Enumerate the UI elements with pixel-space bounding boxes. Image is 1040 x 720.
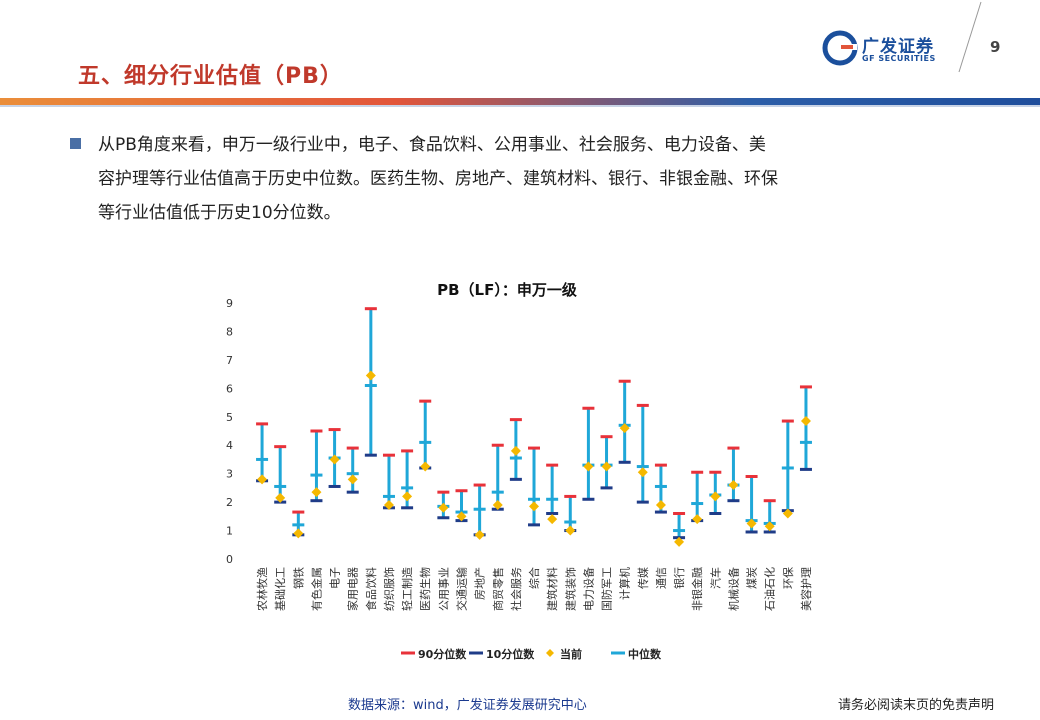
category-tick-label: 煤炭 [746,567,759,589]
category-tick-label: 汽车 [708,567,722,589]
current-marker [383,499,394,510]
current-marker [275,492,286,503]
category-tick-label: 家用电器 [346,567,360,611]
category-tick-label: 综合 [527,567,541,589]
category-tick-label: 公用事业 [437,567,450,611]
category-tick-label: 社会服务 [509,567,523,611]
category-tick-label: 机械设备 [726,567,740,611]
current-marker [800,416,811,427]
current-marker [420,461,431,472]
current-marker [782,508,793,519]
category-tick-label: 银行 [672,567,686,589]
legend-swatch [546,649,554,657]
header-band-underline [0,105,1040,107]
category-tick-label: 非银金融 [690,567,704,611]
current-marker [438,502,449,513]
category-tick-label: 计算机 [618,567,632,600]
current-marker [456,511,467,522]
current-marker [329,454,340,465]
data-source: 数据来源：wind，广发证券发展研究中心 [348,698,587,713]
category-tick-label: 建筑装饰 [563,567,577,611]
square-bullet-icon [70,138,81,149]
y-tick-label: 2 [226,496,233,509]
current-marker [510,445,521,456]
current-marker [347,474,358,485]
y-tick-label: 1 [226,525,233,538]
legend-label: 90分位数 [418,647,467,661]
category-tick-label: 轻工制造 [400,567,414,611]
current-marker [565,525,576,536]
current-marker [764,521,775,532]
current-marker [474,529,485,540]
chart-title: PB（LF）：申万一级 [437,281,578,299]
y-tick-label: 6 [226,382,233,395]
category-tick-label: 交通运输 [454,567,468,611]
y-tick-label: 0 [226,553,233,566]
category-tick-label: 农林牧渔 [255,567,269,611]
category-tick-label: 通信 [655,567,668,589]
category-tick-label: 食品饮料 [364,567,378,611]
current-marker [692,514,703,525]
page-number: 9 [990,38,1001,56]
summary-line: 从PB角度来看，申万一级行业中，电子、食品饮料、公用事业、社会服务、电力设备、美 [98,135,766,155]
current-marker [311,487,322,498]
category-tick-label: 建筑材料 [545,567,559,611]
current-marker [583,461,594,472]
logo-english-name: GF SECURITIES [862,54,936,63]
y-tick-label: 5 [226,411,233,424]
y-tick-label: 3 [226,468,233,481]
category-tick-label: 环保 [781,567,795,589]
current-marker [674,536,685,547]
summary-line: 容护理等行业估值高于历史中位数。医药生物、房地产、建筑材料、银行、非银金融、环保 [98,169,778,189]
category-tick-label: 钢铁 [292,567,305,589]
category-tick-label: 电力设备 [581,567,595,611]
category-tick-label: 医药生物 [418,567,432,611]
category-tick-label: 纺织服饰 [382,567,396,611]
y-tick-label: 7 [226,354,233,367]
summary-paragraph: 从PB角度来看，申万一级行业中，电子、食品饮料、公用事业、社会服务、电力设备、美… [98,128,958,230]
category-tick-label: 电子 [329,567,342,589]
current-marker [365,370,376,381]
company-logo: 广发证券 GF SECURITIES [822,30,942,72]
current-marker [293,528,304,539]
y-tick-label: 4 [226,439,233,452]
current-marker [710,491,721,502]
summary-line: 等行业估值低于历史10分位数。 [98,203,341,223]
current-marker [257,474,268,485]
current-marker [402,491,413,502]
current-marker [728,480,739,491]
category-tick-label: 传媒 [637,567,650,589]
current-marker [655,499,666,510]
y-tick-label: 8 [226,325,233,338]
category-tick-label: 石油石化 [763,567,777,611]
header-color-band [0,98,1040,105]
current-marker [601,461,612,472]
category-tick-label: 美容护理 [799,567,813,611]
pb-range-chart: PB（LF）：申万一级 0 1 2 3 4 5 6 7 8 9 农林牧渔 基础化工 钢铁 有色金属 电子 家用… [226,281,813,661]
category-tick-label: 房地产 [473,567,487,600]
category-tick-label: 基础化工 [273,567,287,611]
gf-logo-icon [822,30,858,66]
current-marker [637,467,648,478]
current-marker [619,423,630,434]
category-tick-label: 有色金属 [309,567,323,611]
current-marker [746,518,757,529]
legend-label: 当前 [560,647,582,661]
category-tick-label: 国防军工 [600,567,614,611]
page-title: 五、细分行业估值（PB） [78,64,343,89]
disclaimer-note: 请务必阅读末页的免责声明 [838,698,995,713]
logo-chinese-name: 广发证券 [862,37,934,57]
y-tick-label: 9 [226,297,233,310]
legend-label: 10分位数 [486,647,535,661]
header-divider-slash [958,1,982,73]
legend-label: 中位数 [628,647,662,661]
current-marker [529,501,540,512]
current-marker [547,514,558,525]
category-tick-label: 商贸零售 [491,567,505,611]
current-marker [492,499,503,510]
